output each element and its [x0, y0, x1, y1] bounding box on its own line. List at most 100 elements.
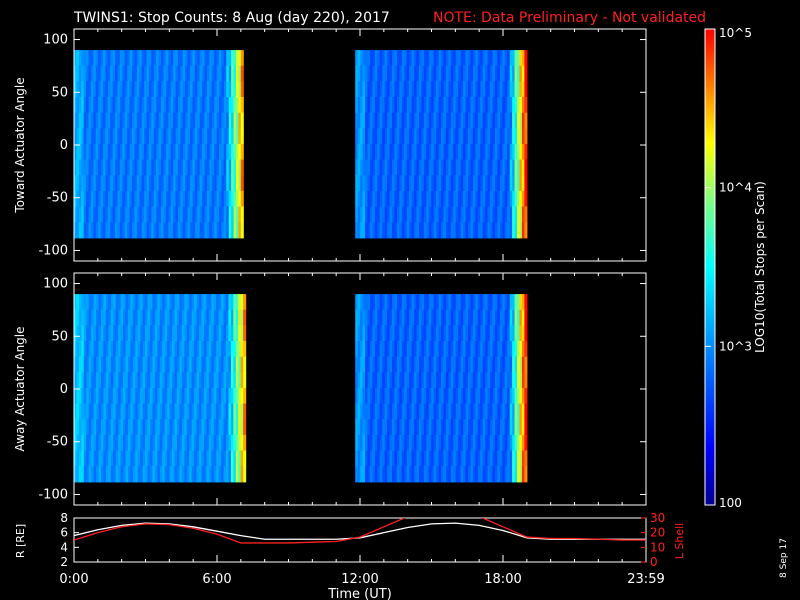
heatmap-cell: [477, 81, 481, 98]
heatmap-cell: [91, 387, 95, 405]
heatmap-cell: [95, 112, 99, 129]
heatmap-cell: [175, 222, 179, 239]
heatmap-cell: [132, 466, 136, 483]
heatmap-cell: [78, 325, 82, 342]
heatmap-cell: [357, 419, 361, 436]
heatmap-cell: [372, 159, 376, 176]
heatmap-cell: [108, 403, 112, 420]
heatmap-cell: [392, 97, 396, 114]
heatmap-cell: [226, 81, 230, 98]
heatmap-cell: [196, 341, 200, 358]
heatmap-cell: [206, 294, 210, 311]
heatmap-cell: [507, 450, 511, 467]
heatmap-cell: [170, 159, 174, 176]
heatmap-cell: [197, 222, 201, 239]
heatmap-cell: [362, 450, 366, 467]
heatmap-cell: [115, 341, 119, 358]
heatmap-cell: [105, 97, 109, 114]
heatmap-cell: [189, 403, 193, 420]
heatmap-cell: [74, 143, 78, 161]
heatmap-cell: [485, 309, 489, 326]
heatmap-cell: [135, 309, 139, 326]
heatmap-cell: [117, 112, 121, 129]
heatmap-cell: [191, 294, 195, 311]
heatmap-cell: [157, 387, 161, 405]
heatmap-cell: [238, 419, 242, 436]
heatmap-cell: [129, 128, 133, 145]
heatmap-cell: [174, 434, 178, 452]
heatmap-cell: [223, 434, 227, 452]
heatmap-cell: [392, 372, 396, 389]
heatmap-cell: [369, 294, 373, 311]
heatmap-cell: [174, 387, 178, 405]
heatmap-cell: [167, 403, 171, 420]
heatmap-cell: [362, 159, 366, 176]
heatmap-cell: [181, 450, 185, 467]
heatmap-cell: [209, 222, 213, 239]
heatmap-cell: [519, 159, 523, 176]
heatmap-cell: [504, 112, 508, 129]
heatmap-cell: [93, 434, 97, 452]
heatmap-cell: [458, 97, 462, 114]
heatmap-cell: [95, 206, 99, 223]
heatmap-cell: [191, 372, 195, 389]
heatmap-cell: [436, 403, 440, 420]
heatmap-cell: [206, 206, 210, 223]
heatmap-cell: [113, 372, 117, 389]
heatmap-cell: [374, 159, 378, 176]
heatmap-cell: [423, 466, 427, 483]
heatmap-cell: [201, 434, 205, 452]
heatmap-cell: [414, 65, 418, 82]
heatmap-cell: [167, 356, 171, 373]
heatmap-cell: [91, 294, 95, 311]
heatmap-cell: [98, 65, 102, 82]
heatmap-cell: [110, 222, 114, 239]
heatmap-cell: [93, 222, 97, 239]
heatmap-cell: [428, 450, 432, 467]
heatmap-cell: [411, 206, 415, 223]
heatmap-cell: [105, 222, 109, 239]
heatmap-cell: [377, 387, 381, 405]
heatmap-cell: [91, 403, 95, 420]
heatmap-cell: [382, 206, 386, 223]
heatmap-cell: [438, 112, 442, 129]
heatmap-cell: [443, 81, 447, 98]
heatmap-cell: [209, 128, 213, 145]
heatmap-cell: [123, 372, 127, 389]
heatmap-cell: [110, 159, 114, 176]
heatmap-cell: [202, 128, 206, 145]
away-heatmap: [74, 294, 528, 483]
heatmap-cell: [504, 81, 508, 98]
heatmap-cell: [458, 128, 462, 145]
heatmap-cell: [411, 190, 415, 208]
heatmap-cell: [199, 50, 203, 67]
heatmap-cell: [190, 97, 194, 114]
heatmap-cell: [392, 294, 396, 311]
heatmap-cell: [120, 341, 124, 358]
heatmap-cell: [173, 175, 177, 192]
heatmap-cell: [173, 190, 177, 208]
heatmap-cell: [206, 143, 210, 161]
heatmap-cell: [88, 128, 92, 145]
heatmap-cell: [112, 65, 116, 82]
heatmap-cell: [238, 387, 242, 405]
heatmap-cell: [225, 419, 230, 436]
heatmap-cell: [369, 65, 373, 82]
heatmap-cell: [448, 434, 452, 452]
heatmap-cell: [384, 159, 388, 176]
heatmap-cell: [211, 222, 215, 239]
heatmap-cell: [490, 159, 494, 176]
heatmap-cell: [238, 466, 242, 483]
heatmap-cell: [369, 450, 373, 467]
heatmap-cell: [477, 159, 481, 176]
heatmap-cell: [93, 206, 97, 223]
heatmap-cell: [372, 65, 376, 82]
heatmap-cell: [369, 128, 373, 145]
heatmap-cell: [504, 325, 508, 342]
heatmap-cell: [421, 294, 425, 311]
heatmap-cell: [175, 65, 179, 82]
heatmap-cell: [414, 325, 418, 342]
heatmap-cell: [136, 159, 140, 176]
heatmap-cell: [521, 112, 525, 129]
heatmap-cell: [90, 50, 94, 67]
